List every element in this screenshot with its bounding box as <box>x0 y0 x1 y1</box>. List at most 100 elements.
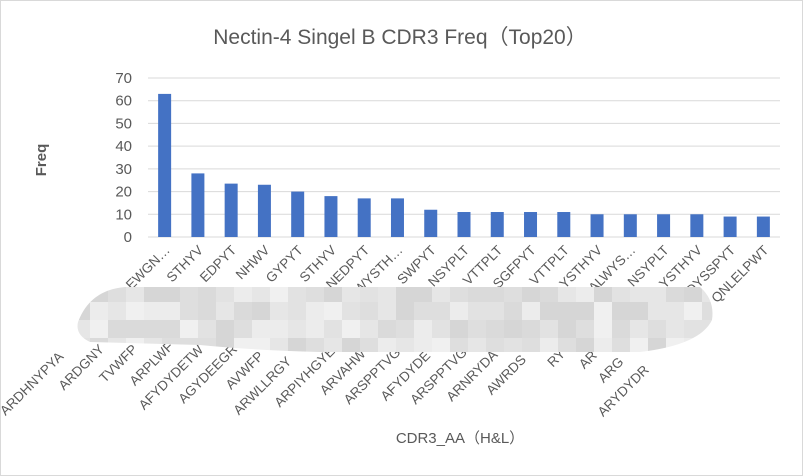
y-tick-label: 60 <box>115 93 132 110</box>
mosaic-cell <box>270 338 288 352</box>
bar <box>257 184 271 237</box>
mosaic-cell <box>432 287 450 302</box>
mosaic-cell <box>648 338 666 352</box>
mosaic-cell <box>216 287 234 302</box>
bar <box>457 212 471 237</box>
mosaic-cell <box>486 287 504 302</box>
mosaic-cell <box>540 338 558 352</box>
mosaic-cell <box>486 320 504 338</box>
mosaic-cell <box>306 302 324 320</box>
x-tick-label-start: ARDGNY <box>56 342 107 393</box>
mosaic-cell <box>468 287 486 302</box>
mosaic-cell <box>414 302 432 320</box>
mosaic-cell <box>558 320 576 338</box>
mosaic-cell <box>77 302 90 320</box>
mosaic-cell <box>648 287 666 302</box>
mosaic-cell <box>540 320 558 338</box>
x-axis-label: CDR3_AA（H&L） <box>396 430 524 447</box>
mosaic-cell <box>378 320 396 338</box>
mosaic-cell <box>396 287 414 302</box>
mosaic-cell <box>450 338 468 352</box>
bar <box>723 216 737 237</box>
mosaic-cell <box>684 320 702 338</box>
mosaic-cell <box>540 302 558 320</box>
mosaic-cell <box>90 320 108 338</box>
mosaic-cell <box>360 338 378 352</box>
y-tick-label: 50 <box>115 115 132 132</box>
mosaic-cell <box>108 287 126 302</box>
bar <box>191 173 205 237</box>
mosaic-cell <box>342 302 360 320</box>
mosaic-cell <box>414 287 432 302</box>
mosaic-cell <box>216 320 234 338</box>
mosaic-cell <box>558 287 576 302</box>
mosaic-cell <box>576 302 594 320</box>
bar <box>357 198 371 237</box>
chart-title: Nectin-4 Singel B CDR3 Freq（Top20） <box>213 26 587 49</box>
mosaic-cell <box>594 338 612 352</box>
mosaic-cell <box>396 302 414 320</box>
mosaic-cell <box>594 302 612 320</box>
mosaic-cell <box>594 320 612 338</box>
mosaic-cell <box>702 302 713 320</box>
mosaic-cell <box>180 320 198 338</box>
mosaic-cell <box>90 287 108 302</box>
mosaic-cell <box>612 338 630 352</box>
mosaic-cell <box>288 320 306 338</box>
mosaic-cell <box>180 302 198 320</box>
y-axis-label: Freq <box>33 144 50 177</box>
mosaic-cell <box>252 338 270 352</box>
mosaic-cell <box>77 320 90 338</box>
mosaic-cell <box>432 302 450 320</box>
mosaic-cell <box>288 287 306 302</box>
mosaic-cell <box>126 287 144 302</box>
bar <box>690 214 704 237</box>
mosaic-cell <box>324 320 342 338</box>
mosaic-cell <box>594 287 612 302</box>
mosaic-cell <box>306 338 324 352</box>
mosaic-cell <box>666 287 684 302</box>
mosaic-cell <box>108 302 126 320</box>
mosaic-cell <box>77 287 90 302</box>
mosaic-cell <box>612 302 630 320</box>
mosaic-cell <box>504 320 522 338</box>
bar <box>590 214 604 237</box>
mosaic-cell <box>486 302 504 320</box>
mosaic-cell <box>234 320 252 338</box>
mosaic-cell <box>450 287 468 302</box>
mosaic-cell <box>162 320 180 338</box>
bar <box>158 93 172 238</box>
bars <box>158 93 770 238</box>
mosaic-cell <box>324 287 342 302</box>
y-tick-label: 20 <box>115 184 132 201</box>
mosaic-cell <box>522 338 540 352</box>
mosaic-cell <box>288 302 306 320</box>
mosaic-cell <box>378 338 396 352</box>
gridlines: 0 10 20 30 40 50 60 70 <box>115 70 780 246</box>
bar <box>756 216 770 237</box>
mosaic-cell <box>558 338 576 352</box>
mosaic-cell <box>162 302 180 320</box>
mosaic-cell <box>576 320 594 338</box>
mosaic-cell <box>504 302 522 320</box>
x-tick-label-end: EWGN… <box>123 243 173 293</box>
mosaic-cell <box>360 287 378 302</box>
mosaic-cell <box>126 320 144 338</box>
mosaic-cell <box>342 320 360 338</box>
mosaic-cell <box>342 287 360 302</box>
y-tick-label: 40 <box>115 138 132 155</box>
mosaic-cell <box>684 302 702 320</box>
mosaic-cell <box>342 338 360 352</box>
mosaic-cell <box>252 302 270 320</box>
mosaic-cell <box>648 320 666 338</box>
mosaic-cell <box>306 320 324 338</box>
mosaic-cell <box>378 302 396 320</box>
x-tick-label-end: GYPYT <box>263 243 306 286</box>
mosaic-cell <box>612 320 630 338</box>
x-tick-label-end: EDPYT <box>197 243 239 285</box>
bar <box>657 214 671 237</box>
mosaic-cell <box>468 338 486 352</box>
mosaic-cell <box>630 287 648 302</box>
bar <box>324 196 338 237</box>
